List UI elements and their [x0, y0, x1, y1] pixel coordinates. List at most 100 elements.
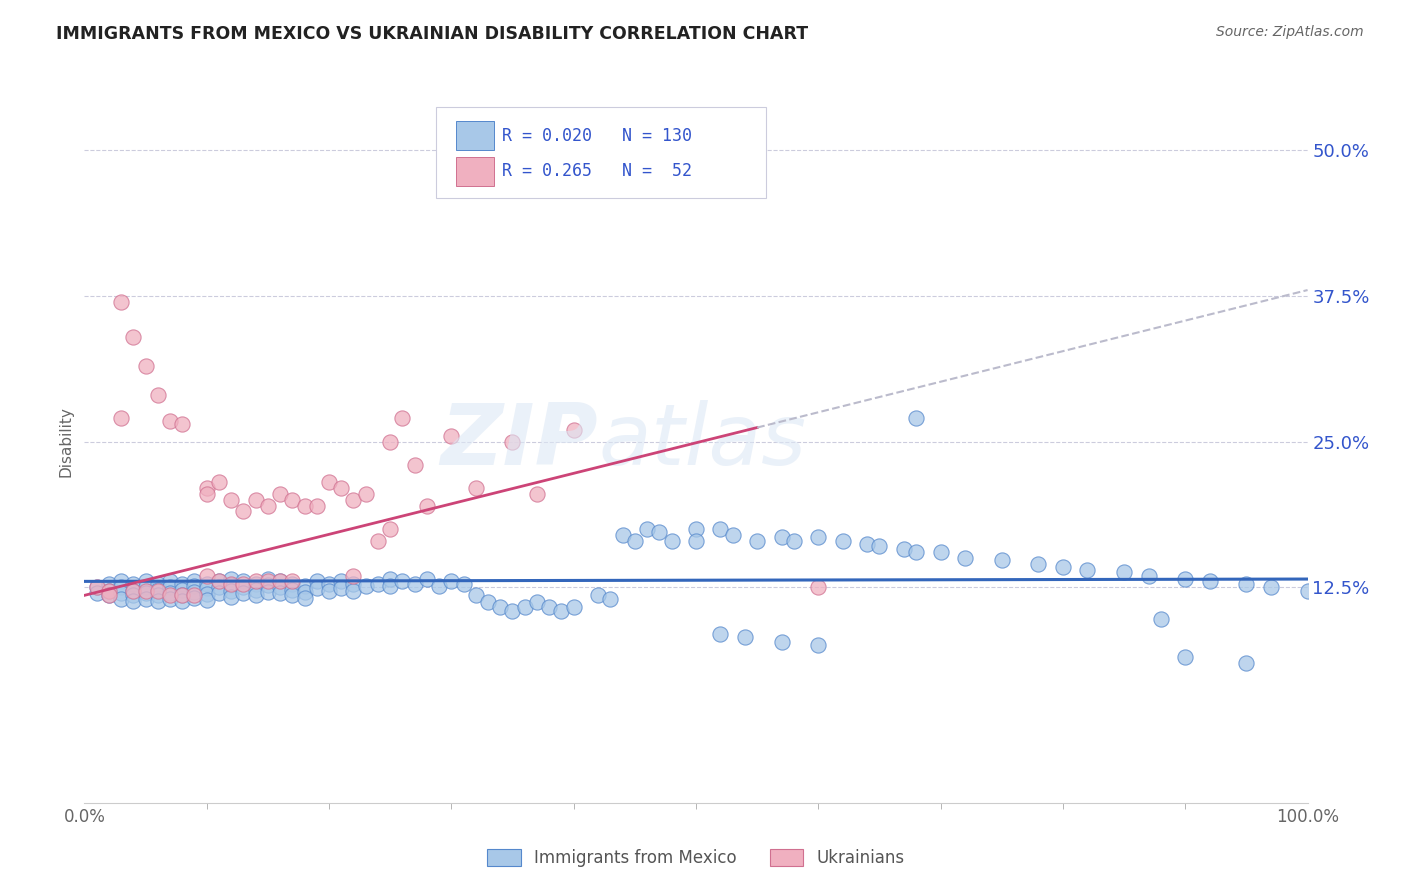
Point: [183, 591, 205, 605]
Point: [281, 582, 304, 597]
Point: [110, 580, 132, 594]
Point: [232, 504, 254, 518]
Point: [905, 545, 928, 559]
Point: [257, 499, 280, 513]
Point: [502, 603, 524, 617]
Point: [342, 492, 364, 507]
Point: [464, 588, 486, 602]
Point: [294, 591, 316, 605]
Legend: Immigrants from Mexico, Ukrainians: Immigrants from Mexico, Ukrainians: [481, 842, 911, 874]
Point: [1260, 580, 1282, 594]
Point: [122, 583, 145, 598]
Point: [342, 583, 364, 598]
Point: [257, 574, 280, 589]
Point: [807, 639, 830, 653]
Text: IMMIGRANTS FROM MEXICO VS UKRAINIAN DISABILITY CORRELATION CHART: IMMIGRANTS FROM MEXICO VS UKRAINIAN DISA…: [56, 25, 808, 43]
Point: [612, 528, 634, 542]
Point: [391, 574, 413, 589]
Point: [245, 576, 267, 591]
Point: [219, 576, 242, 591]
Point: [135, 580, 157, 594]
Point: [172, 576, 194, 591]
Point: [245, 574, 267, 589]
Point: [146, 588, 169, 602]
Point: [526, 595, 548, 609]
Point: [208, 586, 231, 600]
Point: [513, 600, 536, 615]
Point: [1174, 572, 1197, 586]
Point: [122, 588, 145, 602]
Point: [208, 574, 231, 589]
Point: [318, 475, 340, 490]
Point: [991, 553, 1014, 567]
Point: [294, 585, 316, 599]
Point: [330, 582, 353, 596]
Point: [526, 487, 548, 501]
Point: [183, 574, 205, 589]
Point: [219, 572, 242, 586]
Point: [502, 434, 524, 449]
Point: [122, 594, 145, 608]
Point: [416, 499, 439, 513]
Point: [869, 540, 891, 554]
Point: [709, 522, 731, 536]
Point: [354, 487, 377, 501]
Point: [807, 580, 830, 594]
Point: [97, 576, 120, 591]
Point: [404, 576, 426, 591]
Point: [783, 533, 806, 548]
Point: [330, 574, 353, 589]
Point: [97, 588, 120, 602]
Point: [110, 574, 132, 589]
Point: [257, 578, 280, 592]
Point: [770, 635, 793, 649]
Y-axis label: Disability: Disability: [58, 406, 73, 477]
Point: [183, 579, 205, 593]
Point: [195, 582, 218, 596]
Point: [367, 533, 389, 548]
Point: [146, 583, 169, 598]
Point: [195, 587, 218, 601]
Point: [183, 585, 205, 599]
Point: [1028, 557, 1050, 571]
Point: [219, 492, 242, 507]
Point: [269, 574, 291, 589]
Point: [195, 481, 218, 495]
Point: [86, 586, 108, 600]
Point: [709, 627, 731, 641]
Text: R = 0.265   N =  52: R = 0.265 N = 52: [502, 162, 692, 180]
Point: [159, 580, 181, 594]
Point: [685, 522, 707, 536]
Point: [342, 576, 364, 591]
Point: [110, 586, 132, 600]
Point: [281, 588, 304, 602]
Text: Source: ZipAtlas.com: Source: ZipAtlas.com: [1216, 25, 1364, 39]
Point: [721, 528, 744, 542]
Point: [135, 583, 157, 598]
Point: [747, 533, 769, 548]
Point: [599, 591, 621, 606]
Point: [453, 576, 475, 591]
Point: [219, 578, 242, 592]
Point: [427, 579, 450, 593]
Point: [856, 537, 879, 551]
Point: [685, 533, 707, 548]
Point: [135, 591, 157, 606]
Point: [318, 583, 340, 598]
Point: [550, 603, 572, 617]
Point: [1137, 568, 1160, 582]
Point: [305, 499, 328, 513]
Point: [219, 590, 242, 604]
Point: [159, 413, 181, 427]
Point: [294, 579, 316, 593]
Point: [1052, 560, 1074, 574]
Point: [330, 481, 353, 495]
Point: [562, 600, 585, 615]
Point: [172, 417, 194, 431]
Point: [135, 359, 157, 373]
Point: [831, 533, 853, 548]
Point: [440, 428, 463, 442]
Point: [269, 487, 291, 501]
Point: [172, 594, 194, 608]
Point: [380, 579, 402, 593]
